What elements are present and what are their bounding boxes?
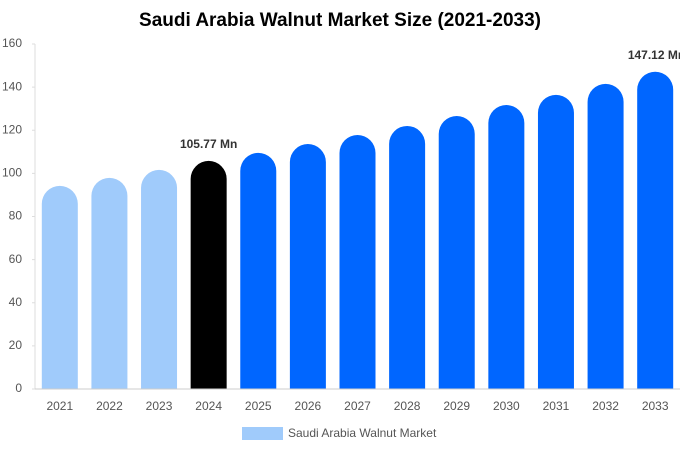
chart-title: Saudi Arabia Walnut Market Size (2021-20… [139, 10, 541, 31]
y-tick-label: 40 [9, 295, 23, 309]
data-label: 147.12 Mr [628, 48, 680, 62]
y-tick-label: 20 [9, 338, 23, 352]
bar [91, 177, 128, 389]
x-tick-label: 2031 [543, 399, 570, 413]
x-tick-label: 2023 [146, 399, 173, 413]
data-label: 105.77 Mn [180, 137, 237, 151]
bar [141, 169, 178, 389]
y-tick-label: 140 [2, 79, 22, 93]
x-tick-label: 2024 [195, 399, 222, 413]
x-tick-label: 2021 [46, 399, 73, 413]
y-tick-label: 80 [9, 209, 23, 223]
y-tick-label: 120 [2, 122, 22, 136]
x-tick-label: 2028 [394, 399, 421, 413]
bar [637, 71, 674, 390]
bar [240, 152, 277, 389]
y-tick-label: 0 [15, 381, 22, 395]
bar [289, 144, 326, 389]
y-tick-label: 60 [9, 252, 23, 266]
legend-label: Saudi Arabia Walnut Market [288, 426, 437, 440]
y-tick-label: 160 [2, 36, 22, 50]
bar [190, 160, 227, 389]
x-tick-label: 2032 [592, 399, 619, 413]
x-tick-label: 2030 [493, 399, 520, 413]
bar [41, 185, 78, 389]
bar [339, 134, 376, 389]
bar [389, 125, 426, 389]
bar [438, 116, 475, 389]
bar [488, 105, 525, 390]
x-tick-label: 2022 [96, 399, 123, 413]
legend-swatch [242, 427, 283, 440]
x-tick-label: 2026 [295, 399, 322, 413]
bar [587, 83, 624, 389]
x-tick-label: 2029 [443, 399, 470, 413]
x-tick-label: 2033 [642, 399, 669, 413]
x-tick-label: 2025 [245, 399, 272, 413]
y-tick-label: 100 [2, 166, 22, 180]
bar [537, 94, 574, 389]
x-tick-label: 2027 [344, 399, 371, 413]
